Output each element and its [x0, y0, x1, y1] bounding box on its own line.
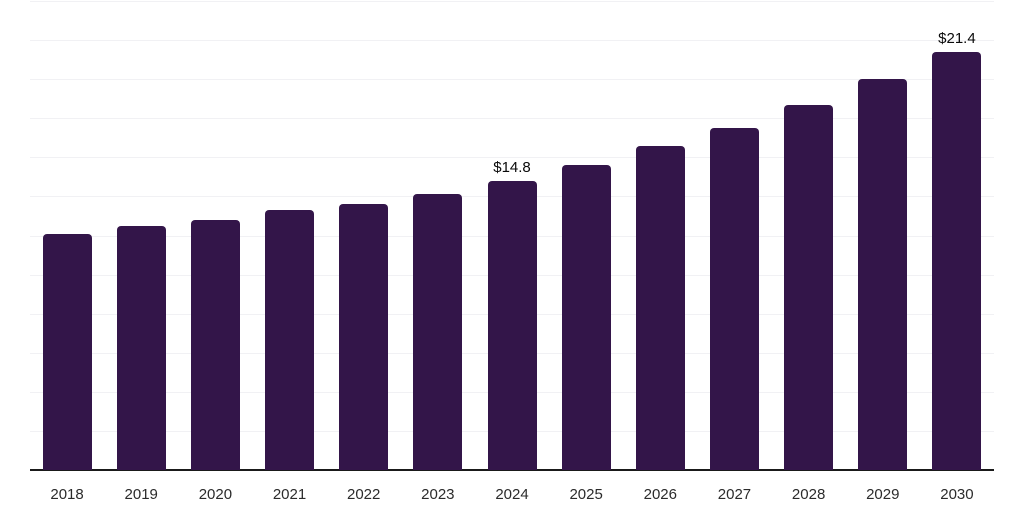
x-tick-label-2027: 2027	[717, 486, 752, 503]
x-tick-label-2026: 2026	[643, 486, 677, 503]
bar-2026	[636, 146, 685, 470]
bar-2019	[117, 226, 166, 470]
plot-area: $14.8 $21.4	[30, 0, 994, 471]
gridline	[30, 1, 994, 2]
x-tick-label-2029: 2029	[866, 486, 900, 503]
bar-2020	[191, 220, 240, 470]
x-tick-label-2018: 2018	[50, 486, 84, 503]
bar-2023	[413, 194, 462, 470]
gridline	[30, 79, 994, 80]
bar-2021	[265, 210, 314, 470]
bar-2027	[710, 128, 759, 470]
bar-2029	[858, 79, 907, 470]
gridline	[30, 157, 994, 158]
bar-2018	[43, 234, 92, 470]
x-tick-label-2020: 2020	[198, 486, 233, 503]
x-axis-line	[30, 469, 994, 471]
bar-2022	[339, 204, 388, 470]
x-tick-label-2025: 2025	[569, 486, 603, 503]
data-label-2024: $14.8	[493, 159, 531, 176]
data-label-2030: $21.4	[938, 30, 976, 47]
gridline	[30, 40, 994, 41]
x-tick-label-2022: 2022	[347, 486, 381, 503]
bar-2025	[562, 165, 611, 470]
x-tick-label-2024: 2024	[495, 486, 529, 503]
bar-2030	[932, 52, 981, 470]
x-tick-label-2023: 2023	[421, 486, 455, 503]
gridline	[30, 118, 994, 119]
x-tick-label-2019: 2019	[124, 486, 158, 503]
x-tick-label-2028: 2028	[791, 486, 826, 503]
x-tick-label-2021: 2021	[272, 486, 307, 503]
x-tick-label-2030: 2030	[940, 486, 974, 503]
bar-2028	[784, 105, 833, 470]
bar-2024	[488, 181, 537, 470]
